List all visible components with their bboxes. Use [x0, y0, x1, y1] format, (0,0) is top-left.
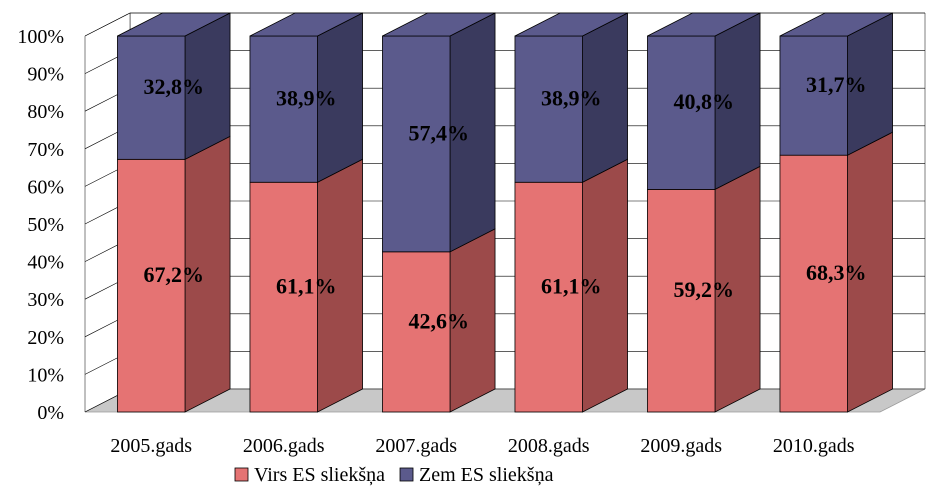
bar-front-2-lower [249, 181, 318, 413]
data-label-upper: 31,7% [806, 72, 867, 97]
bar-front-3-upper [382, 35, 451, 253]
gridline [84, 12, 925, 37]
data-label-upper: 38,9% [541, 86, 602, 111]
bar-top-2 [249, 12, 363, 37]
data-label-lower: 68,3% [806, 260, 867, 285]
bar-front-2-upper [249, 35, 318, 183]
data-label-lower: 61,1% [541, 274, 602, 299]
x-axis-categories: 2005.gads 2006.gads 2007.gads 2008.gads 2009… [110, 435, 854, 457]
data-label-lower: 67,2% [144, 262, 205, 287]
y-tick-label: 50% [27, 214, 64, 236]
bar-top-3 [382, 12, 496, 37]
y-tick-label: 20% [27, 327, 64, 349]
bar-top-4 [514, 12, 628, 37]
x-category-label: 2010.gads [773, 435, 855, 457]
data-label-upper: 38,9% [276, 86, 337, 111]
bar-front-5-upper [647, 35, 716, 190]
bar-top-6 [779, 12, 893, 37]
bar-front-1-lower [117, 158, 186, 413]
y-tick-label: 40% [27, 252, 64, 274]
y-tick-label: 70% [27, 139, 64, 161]
legend-swatch-1 [234, 467, 249, 482]
bar-front-3-lower [382, 251, 451, 413]
y-tick-label: 10% [27, 364, 64, 386]
legend-label-1: Virs ES sliekšņa [254, 464, 385, 486]
y-tick-label: 60% [27, 176, 64, 198]
y-tick-label: 90% [27, 64, 64, 86]
x-category-label: 2006.gads [243, 435, 325, 457]
data-label-lower: 59,2% [674, 277, 735, 302]
y-tick-label: 0% [37, 402, 64, 424]
y-tick-label: 30% [27, 289, 64, 311]
bar-front-5-lower [647, 189, 716, 413]
legend: Virs ES sliekšņa Zem ES sliekšņa [234, 464, 554, 486]
y-axis-ticks: 0% 10% 20% 30% 40% 50% 60% 70% 80% 90% 100% [17, 26, 64, 424]
bar-front-4-upper [514, 35, 583, 183]
x-category-label: 2007.gads [375, 435, 457, 457]
bar-front-1-upper [117, 35, 186, 160]
y-tick-label: 80% [27, 101, 64, 123]
x-category-label: 2008.gads [508, 435, 590, 457]
legend-label-2: Zem ES sliekšņa [419, 464, 554, 486]
data-label-lower: 42,6% [409, 308, 470, 333]
data-label-lower: 61,1% [276, 274, 337, 299]
bar-front-4-lower [514, 181, 583, 413]
x-category-label: 2005.gads [110, 435, 192, 457]
bar-top-5 [647, 12, 761, 37]
data-label-upper: 40,8% [674, 89, 735, 114]
x-category-label: 2009.gads [640, 435, 722, 457]
data-labels: 67,2% 32,8% 61,1% 38,9% 42,6% 57,4% 61,1% 38,9%… [144, 72, 867, 333]
bar-front-6-lower [779, 154, 848, 413]
data-label-upper: 32,8% [144, 74, 205, 99]
data-label-upper: 57,4% [409, 120, 470, 145]
y-tick-label: 100% [17, 26, 64, 48]
bar-top-1 [117, 12, 231, 37]
bars [117, 12, 893, 413]
legend-swatch-2 [399, 467, 414, 482]
bar-front-6-upper [779, 35, 848, 156]
